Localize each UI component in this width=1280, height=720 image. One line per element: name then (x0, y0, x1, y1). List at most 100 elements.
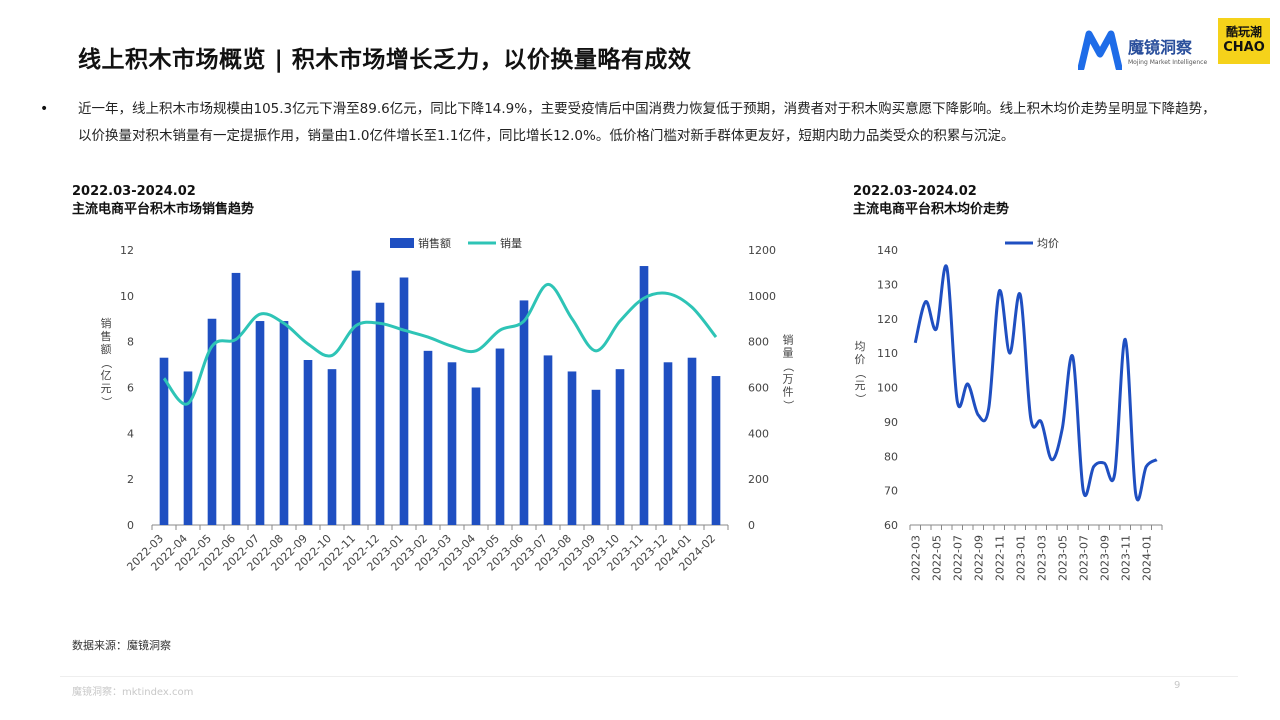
bar-sales (591, 389, 601, 525)
y-tick-label: 0 (127, 519, 134, 532)
logo-subtitle: Mojing Market Intelligence (1128, 59, 1208, 66)
y-tick-label: 6 (127, 382, 134, 395)
chart2-period: 2022.03-2024.02 (853, 184, 977, 199)
chart2-header: 2022.03-2024.02 主流电商平台积木均价走势 (853, 183, 1009, 219)
y-tick-label: 12 (120, 244, 134, 257)
bar-sales (279, 321, 289, 525)
x-tick-label: 2022-11 (993, 535, 1006, 581)
page-number: 9 (1174, 680, 1181, 691)
bar-sales (351, 270, 361, 525)
y-tick-label: 80 (884, 450, 898, 463)
y-right-tick-label: 1000 (748, 290, 776, 303)
bar-sales (615, 369, 625, 525)
partner-logo-top: 酷玩潮 (1225, 25, 1262, 39)
y-tick-label: 130 (877, 278, 898, 291)
legend-label-price: 均价 (1037, 237, 1059, 250)
svg-text:（: （ (100, 358, 113, 369)
svg-text:（: （ (854, 368, 867, 379)
svg-text:元: 元 (101, 382, 112, 395)
svg-text:销: 销 (101, 316, 112, 330)
svg-text:售: 售 (101, 329, 112, 343)
y-tick-label: 120 (877, 313, 898, 326)
legend-label-sales: 销售额 (418, 236, 451, 250)
brand-logo: 魔镜洞察 Mojing Market Intelligence 酷玩潮 CHAO (1078, 18, 1278, 74)
y-tick-label: 110 (877, 347, 898, 360)
bar-sales (687, 357, 697, 525)
y-right-tick-label: 1200 (748, 244, 776, 257)
x-tick-label: 2023-09 (1098, 535, 1111, 581)
chart1-period: 2022.03-2024.02 (72, 184, 196, 199)
bar-sales (255, 321, 265, 525)
x-tick-label: 2022-05 (930, 535, 943, 581)
bar-sales (399, 277, 409, 525)
summary-text: 近一年，线上积木市场规模由105.3亿元下滑至89.6亿元，同比下降14.9%，… (78, 101, 1216, 144)
x-tick-label: 2023-05 (1056, 535, 1069, 581)
bar-sales (567, 371, 577, 525)
x-tick-label: 2022-07 (951, 535, 964, 581)
svg-text:（: （ (782, 361, 795, 372)
page-title: 线上积木市场概览 | 积木市场增长乏力，以价换量略有成效 (78, 47, 692, 73)
bar-sales (183, 371, 193, 525)
legend-swatch-sales (390, 238, 414, 248)
x-tick-label: 2024-01 (1140, 535, 1153, 581)
svg-text:价: 价 (855, 353, 866, 366)
bar-sales (423, 350, 433, 525)
bar-sales (471, 387, 481, 525)
x-tick-label: 2022-03 (909, 535, 922, 581)
x-tick-label: 2023-03 (1035, 535, 1048, 581)
bullet-icon: • (40, 101, 49, 117)
y-tick-label: 8 (127, 336, 134, 349)
partner-logo-bottom: CHAO (1223, 40, 1265, 55)
footer-divider (60, 676, 1238, 677)
bar-sales (327, 369, 337, 525)
line-avg-price (913, 264, 1158, 502)
bar-sales (375, 302, 385, 525)
svg-text:量: 量 (783, 347, 794, 360)
partner-logo: 酷玩潮 CHAO (1218, 18, 1270, 64)
bar-sales (159, 357, 169, 525)
bar-sales (207, 318, 217, 525)
logo-name: 魔镜洞察 (1128, 38, 1193, 57)
x-tick-label: 2023-01 (1014, 535, 1027, 581)
bar-sales (303, 360, 313, 525)
svg-text:元: 元 (855, 379, 866, 392)
svg-text:亿: 亿 (101, 369, 112, 382)
svg-text:均: 均 (855, 340, 866, 353)
y-right-tick-label: 800 (748, 336, 769, 349)
line-volume (162, 282, 718, 406)
chart1-header: 2022.03-2024.02 主流电商平台积木市场销售趋势 (72, 183, 254, 219)
y-tick-label: 90 (884, 416, 898, 429)
mojing-logo-icon (1078, 30, 1122, 70)
y-tick-label: 10 (120, 290, 134, 303)
bar-sales (711, 376, 721, 525)
y-tick-label: 60 (884, 519, 898, 532)
y-right-axis-title: 销量（万件） (782, 333, 795, 412)
avg-price-chart: 2022-03 2022-05 2022-07 2022-09 2022-11 2023-… (854, 237, 1163, 581)
y-right-tick-label: 600 (748, 382, 769, 395)
bar-sales (447, 362, 457, 525)
bar-sales (519, 300, 529, 525)
bar-sales (639, 266, 649, 525)
x-tick-label: 2023-11 (1119, 535, 1132, 581)
data-source: 数据来源：魔镜洞察 (72, 639, 171, 652)
y-tick-label: 100 (877, 382, 898, 395)
chart2-name: 主流电商平台积木均价走势 (853, 202, 1010, 217)
y-tick-label: 2 (127, 473, 134, 486)
bar-sales (543, 355, 553, 525)
y-axis-title: 均价 （元 ） (854, 340, 867, 405)
bar-sales (495, 348, 505, 525)
svg-text:）: ） (100, 397, 113, 408)
bar-sales (231, 272, 241, 525)
y-tick-label: 140 (877, 244, 898, 257)
svg-text:件: 件 (783, 386, 794, 399)
svg-text:）: ） (782, 400, 795, 411)
sales-trend-chart: 2022-032022-042022-052022-062022-072022-… (100, 236, 795, 574)
svg-text:销: 销 (783, 333, 794, 347)
y-axis-title: 销售额 （亿元 ） (100, 316, 113, 408)
bar-sales (663, 362, 673, 525)
chart1-name: 主流电商平台积木市场销售趋势 (72, 202, 255, 217)
x-tick-label: 2022-09 (972, 535, 985, 581)
y-right-tick-label: 200 (748, 473, 769, 486)
svg-text:万: 万 (783, 373, 794, 386)
x-tick-label: 2023-07 (1077, 535, 1090, 581)
